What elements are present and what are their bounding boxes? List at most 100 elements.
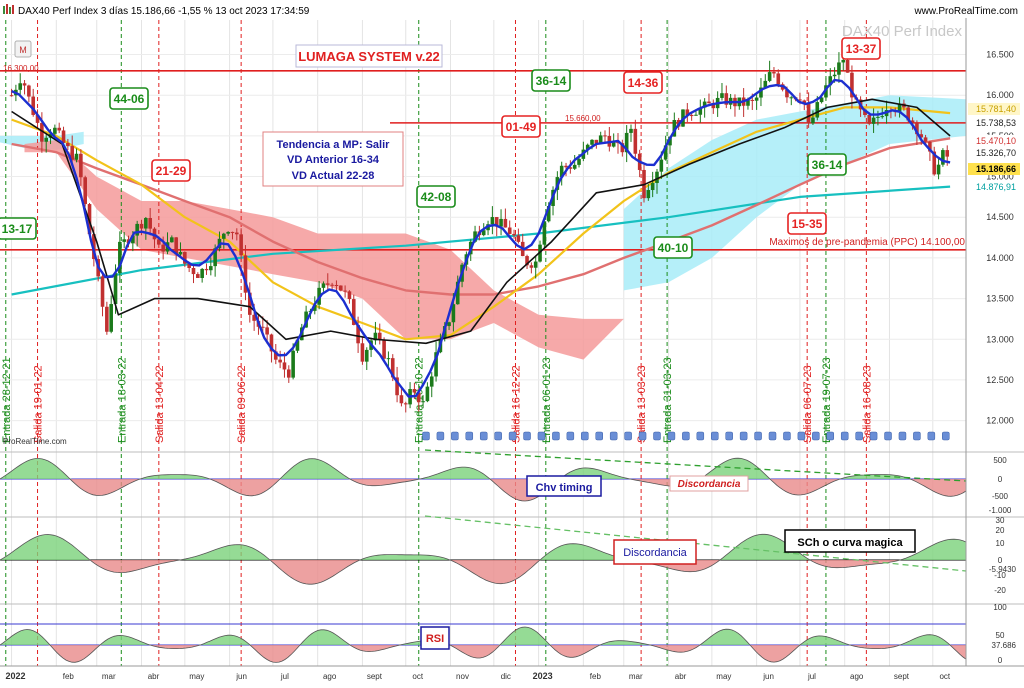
oscillator-positive-area — [0, 534, 966, 560]
oscillator-line — [0, 533, 967, 585]
candle — [286, 369, 291, 378]
chv-discordance-box: Discordancia — [669, 475, 749, 492]
candle — [702, 101, 707, 108]
svg-text:RSI: RSI — [426, 633, 444, 645]
event-marker-icon — [609, 431, 618, 441]
candle — [44, 137, 49, 142]
candle — [74, 153, 79, 160]
signal-label: Entrada 19-07-23 — [821, 357, 833, 443]
candle — [425, 386, 430, 402]
signal-box: 13-37 — [841, 37, 881, 60]
candle — [278, 359, 282, 363]
event-marker-icon — [667, 431, 676, 441]
panel-tick-label: 0 — [998, 475, 1003, 484]
candle — [828, 76, 833, 86]
candle — [512, 233, 516, 236]
event-marker-icon — [855, 431, 863, 441]
x-tick-label: sept — [894, 672, 910, 681]
candle — [941, 150, 945, 165]
candle — [633, 128, 638, 154]
candle — [572, 164, 577, 169]
x-tick-label: dic — [501, 672, 511, 681]
candle — [27, 85, 31, 97]
x-tick-label: nov — [456, 672, 469, 681]
signal-box-label: 44-06 — [114, 92, 145, 106]
event-marker-icon — [451, 431, 459, 441]
event-marker-icon — [523, 431, 531, 441]
x-tick-label: ago — [323, 672, 337, 681]
panel-tick-label: 0 — [998, 656, 1003, 665]
candle — [928, 141, 932, 152]
candle — [282, 362, 287, 370]
x-tick-label: 2022 — [6, 671, 26, 681]
candle — [585, 144, 590, 150]
candle — [754, 97, 759, 101]
candle — [66, 142, 70, 147]
signal-label: Salida 13-04-22 — [154, 365, 166, 443]
candle — [624, 132, 629, 153]
signal-label: Salida 19-01-22 — [33, 365, 45, 443]
x-tick-label: oct — [939, 672, 950, 681]
trend-line-1: Tendencia a MP: Salir — [277, 139, 391, 151]
oscillator-negative-area — [0, 479, 966, 501]
x-tick-label: mar — [102, 672, 116, 681]
oscillator-negative-area — [0, 645, 966, 663]
svg-text:15.738,53: 15.738,53 — [976, 118, 1016, 128]
candle — [845, 59, 850, 73]
sch-discordance-box: Discordancia — [613, 539, 697, 565]
event-marker-icon — [826, 431, 835, 441]
candle — [759, 87, 763, 98]
candle — [174, 237, 178, 255]
candle — [178, 251, 183, 255]
panel-tick-label: 50 — [996, 631, 1005, 640]
candle — [910, 120, 915, 123]
x-tick-label: sept — [367, 672, 383, 681]
svg-text:Chv timing: Chv timing — [536, 482, 593, 494]
candle — [763, 80, 768, 88]
price-tag-last: 15.186,66 — [968, 163, 1020, 175]
candle — [338, 285, 343, 291]
event-marker-icon — [479, 431, 488, 441]
signal-box: 21-29 — [151, 159, 191, 182]
candle — [915, 122, 919, 135]
candle — [945, 150, 950, 157]
candle — [399, 395, 404, 404]
panel-tick-label: 30 — [996, 516, 1005, 525]
candle — [330, 284, 334, 286]
candle — [936, 164, 941, 175]
candle — [364, 349, 369, 362]
m-button[interactable]: M — [14, 40, 32, 58]
event-marker-icon — [508, 431, 517, 441]
event-marker-icon — [840, 431, 849, 441]
candle — [746, 99, 750, 106]
signal-label: Entrada 28-12-21 — [1, 357, 13, 443]
candle — [811, 117, 815, 124]
candle — [429, 376, 434, 387]
y-tick-label: 13.500 — [986, 294, 1014, 304]
candle — [170, 237, 174, 243]
cloud-blue — [623, 95, 966, 291]
candle — [815, 102, 820, 118]
svg-text:14.876,91: 14.876,91 — [976, 182, 1016, 192]
candle — [499, 218, 503, 227]
panel-last-value: 37.686 — [992, 641, 1017, 650]
candle — [252, 314, 256, 321]
x-tick-label: jun — [762, 672, 774, 681]
signal-box-label: 40-10 — [658, 241, 689, 255]
candle — [672, 119, 677, 137]
candle — [325, 283, 330, 285]
y-tick-label: 12.500 — [986, 375, 1014, 385]
candle — [83, 177, 87, 205]
candle — [564, 165, 568, 168]
x-tick-label: may — [716, 672, 731, 681]
candle — [789, 97, 794, 99]
candle — [239, 234, 243, 256]
candle — [629, 128, 633, 133]
candle — [412, 389, 417, 393]
candle — [351, 299, 356, 325]
candle — [806, 103, 811, 124]
event-marker-icon — [884, 431, 892, 441]
candle — [481, 230, 486, 236]
